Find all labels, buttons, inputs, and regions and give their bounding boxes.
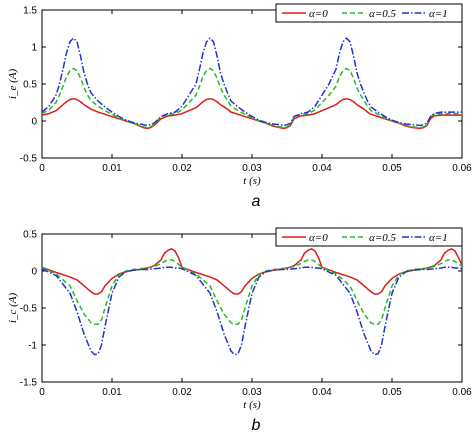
series-line-1 [42,259,462,326]
panel-label-b: b [252,417,261,434]
x-tick-label: 0.06 [452,387,472,398]
legend-box [275,3,463,23]
y-axis-label: i_e (A) [7,69,19,100]
series-line-2 [42,266,462,356]
series-line-0 [42,98,462,130]
legend-label-0: α=0 [309,232,328,244]
x-tick-label: 0 [39,387,45,398]
y-tick-label: -1.5 [20,378,38,389]
x-tick-label: 0.05 [382,387,402,398]
legend-box [275,227,463,247]
legend-label-2: α=1 [429,8,448,20]
chart-panel-a: 0 0.01 0.02 0.03 0.04 0.05 0.06-0.500.511.5t (… [7,3,472,187]
y-tick-label: -0.5 [20,304,38,315]
chart-panel-b: 0 0.01 0.02 0.03 0.04 0.05 0.06 -1.5 -1 -0.5 0 0.5 t… [7,227,472,411]
y-tick-label: 0.5 [23,230,37,241]
x-tick-label: 0.03 [242,387,262,398]
y-tick-label: 1.5 [23,6,37,17]
y-tick-label: 0 [31,267,37,278]
legend-label-2: α=1 [429,232,448,244]
x-axis-label: t (s) [243,175,261,187]
y-tick-label: 0.5 [23,80,37,91]
x-tick-label: 0.05 [382,163,402,174]
x-tick-label: 0.01 [102,163,122,174]
y-axis-label: i_c (A) [7,293,19,324]
series-line-2 [42,37,462,127]
x-tick-label: 0.03 [242,163,262,174]
x-tick-label: 0.04 [312,387,332,398]
x-axis-label: t (s) [243,399,261,411]
panel-label-a: a [252,193,261,210]
x-tick-label: 0.02 [172,387,192,398]
x-tick-label: 0.01 [102,387,122,398]
x-tick-label: 0 [39,163,45,174]
y-tick-label: -1 [28,341,37,352]
plot-area-frame [41,9,463,159]
plot-area-frame [41,233,463,383]
y-tick-label: -0.5 [20,154,38,165]
legend-label-1: α=0.5 [369,8,396,20]
legend-label-1: α=0.5 [369,232,396,244]
series-line-1 [42,67,462,129]
legend-label-0: α=0 [309,8,328,20]
x-tick-label: 0.06 [452,163,472,174]
y-tick-label: 1 [31,43,37,54]
x-tick-label: 0.04 [312,163,332,174]
y-tick-label: 0 [31,117,37,128]
x-tick-label: 0.02 [172,163,192,174]
